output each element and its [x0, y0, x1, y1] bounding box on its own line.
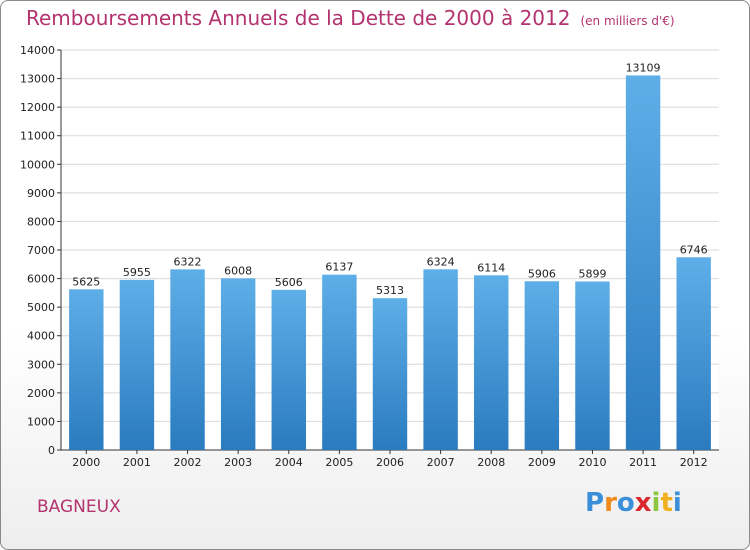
y-tick-label: 7000: [27, 244, 55, 257]
bar: [423, 269, 458, 450]
proxiti-logo: Proxiti: [585, 488, 682, 518]
bar: [322, 274, 357, 450]
y-tick-label: 6000: [27, 273, 55, 286]
x-tick-label: 2000: [72, 456, 100, 469]
bar: [524, 281, 560, 450]
logo-letter: o: [616, 488, 635, 518]
x-tick-label: 2008: [477, 456, 505, 469]
x-tick-label: 2012: [680, 456, 708, 469]
bar-value-label: 5625: [72, 275, 100, 288]
logo-letter: r: [604, 488, 617, 518]
bar: [69, 289, 104, 450]
logo-letter: P: [585, 488, 605, 518]
x-tick-label: 2010: [578, 456, 606, 469]
y-tick-label: 9000: [27, 187, 55, 200]
y-tick-label: 12000: [20, 101, 55, 114]
y-tick-label: 10000: [20, 158, 55, 171]
bar-value-label: 6008: [224, 264, 252, 277]
bar: [625, 75, 661, 450]
bar: [271, 289, 306, 450]
y-tick-label: 13000: [20, 73, 55, 86]
y-tick-label: 5000: [27, 301, 55, 314]
bar: [575, 281, 610, 450]
y-tick-label: 3000: [27, 358, 55, 371]
y-tick-label: 8000: [27, 215, 55, 228]
x-tick-label: 2011: [629, 456, 657, 469]
bar: [220, 278, 256, 450]
x-tick-label: 2007: [427, 456, 455, 469]
chart-title: Remboursements Annuels de la Dette de 20…: [26, 6, 675, 30]
x-tick-label: 2005: [325, 456, 353, 469]
x-tick-label: 2009: [528, 456, 556, 469]
logo-letter: x: [634, 488, 652, 518]
city-name: BAGNEUX: [37, 497, 121, 517]
y-tick-label: 0: [48, 444, 55, 457]
chart-unit: (en milliers d'€): [580, 14, 675, 28]
bar-value-label: 6137: [325, 261, 353, 274]
bar-value-label: 13109: [626, 61, 661, 74]
chart-title-text: Remboursements Annuels de la Dette de 20…: [26, 6, 571, 30]
logo-letter: i: [651, 488, 661, 518]
bar-value-label: 6324: [427, 255, 455, 268]
y-tick-label: 4000: [27, 330, 55, 343]
bar: [676, 257, 711, 450]
bar: [119, 279, 155, 450]
x-tick-label: 2003: [224, 456, 252, 469]
y-tick-label: 11000: [20, 130, 55, 143]
x-tick-label: 2006: [376, 456, 404, 469]
bar-value-label: 5606: [275, 276, 303, 289]
bar-value-label: 5899: [578, 267, 606, 280]
x-tick-label: 2004: [275, 456, 303, 469]
logo-letter: i: [672, 488, 682, 518]
bar: [372, 298, 408, 450]
y-tick-label: 14000: [20, 44, 55, 57]
bar-value-label: 5955: [123, 266, 151, 279]
bar: [170, 269, 205, 450]
bar-value-label: 6746: [680, 243, 708, 256]
bar: [474, 275, 509, 450]
x-tick-label: 2001: [123, 456, 151, 469]
y-tick-label: 1000: [27, 415, 55, 428]
bar-value-label: 5906: [528, 267, 556, 280]
y-tick-label: 2000: [27, 387, 55, 400]
bar-value-label: 6114: [477, 261, 505, 274]
logo-letter: t: [660, 488, 673, 518]
x-tick-label: 2002: [174, 456, 202, 469]
bar-value-label: 6322: [174, 255, 202, 268]
bar-value-label: 5313: [376, 284, 404, 297]
